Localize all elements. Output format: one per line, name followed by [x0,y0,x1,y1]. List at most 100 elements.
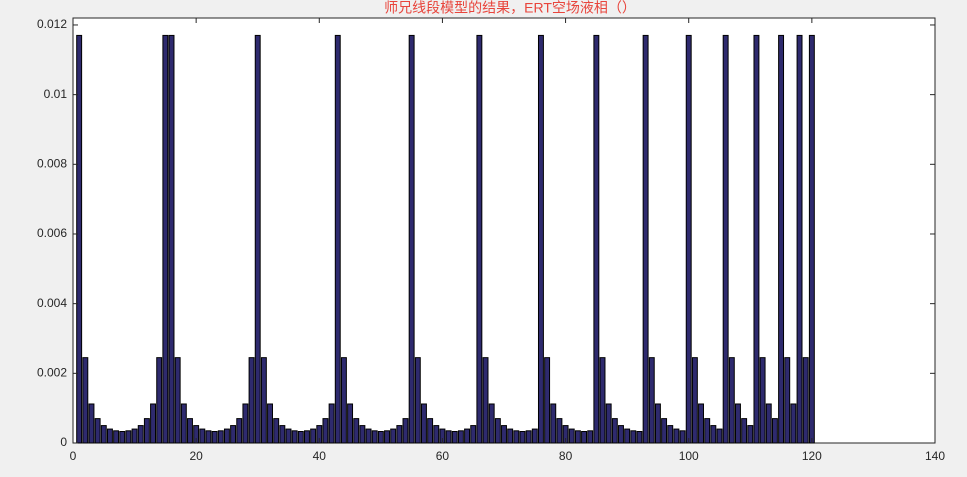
bar [187,418,193,444]
bar [691,357,698,444]
bar [236,418,243,444]
bar [778,34,785,444]
bar [667,425,674,444]
bar [88,403,95,444]
y-tick-label: 0.006 [37,226,67,240]
bar [599,357,606,444]
bar [174,357,181,444]
bar [661,418,668,444]
bar [642,34,649,444]
bar [143,418,150,444]
bar [359,425,366,444]
bar [735,403,741,444]
bar [76,34,83,444]
x-tick-label: 80 [559,449,573,463]
bar [420,403,427,444]
bar [648,357,655,444]
y-tick-label: 0 [60,435,67,449]
bar [340,357,347,444]
bar [396,425,403,444]
bar [279,425,286,444]
bar [322,418,329,444]
bar [328,403,335,444]
bar [673,428,680,444]
bar [507,428,514,444]
bar [704,418,711,444]
bar [217,430,224,444]
bar [525,430,532,444]
bar [574,430,581,444]
y-tick-label: 0.008 [37,156,67,170]
bar [765,403,772,444]
bar [402,418,409,444]
bar [716,428,723,444]
bar [630,430,637,444]
chart-title: 师兄线段模型的结果，ERT空场液相（） [384,0,636,16]
y-tick-label: 0.004 [37,296,67,310]
x-tick-label: 140 [925,449,945,463]
bar [384,430,390,444]
y-tick-label: 0.012 [37,17,67,31]
bar [581,431,588,444]
bar [482,357,489,444]
bar [808,34,815,444]
bar [82,357,89,444]
bar [248,357,255,444]
bar [611,418,618,444]
bar [747,425,754,444]
bar [211,431,218,444]
bar [698,403,704,444]
bar [513,430,520,444]
bar [445,430,452,444]
bar [414,357,421,444]
bar [494,418,501,444]
bar [267,403,273,444]
bar [636,431,643,444]
bar [685,34,692,444]
bar [223,428,230,444]
bar [796,34,803,444]
bar [710,425,717,444]
x-tick-label: 120 [802,449,822,463]
bar [371,430,378,444]
bar [470,425,477,444]
bar [125,430,132,444]
bar [741,418,748,444]
bar [113,430,120,444]
bar [593,34,600,444]
bar [433,425,440,444]
bar [728,357,735,444]
bar [230,425,237,444]
bar [285,428,292,444]
bar [150,403,157,444]
bar [427,418,434,444]
bar [457,430,464,444]
x-tick-label: 40 [313,449,327,463]
bar [390,428,397,444]
bar [162,34,169,444]
bar [377,431,384,444]
bar [531,428,538,444]
bar [556,418,563,444]
bar [771,418,778,444]
bar [408,34,415,444]
x-tick-label: 20 [189,449,203,463]
bar [605,403,612,444]
bar [291,430,298,444]
bar [100,425,107,444]
y-tick-label: 0.002 [37,365,67,379]
bar [260,357,267,444]
bar [519,431,526,444]
bar [119,431,126,444]
bar [180,403,187,444]
bar [365,428,372,444]
bar [759,357,766,444]
bar [624,428,631,444]
bar [242,403,249,444]
bar [131,428,138,444]
bar [476,34,483,444]
bar [347,403,354,444]
x-tick-label: 0 [70,449,77,463]
bar [254,34,261,444]
